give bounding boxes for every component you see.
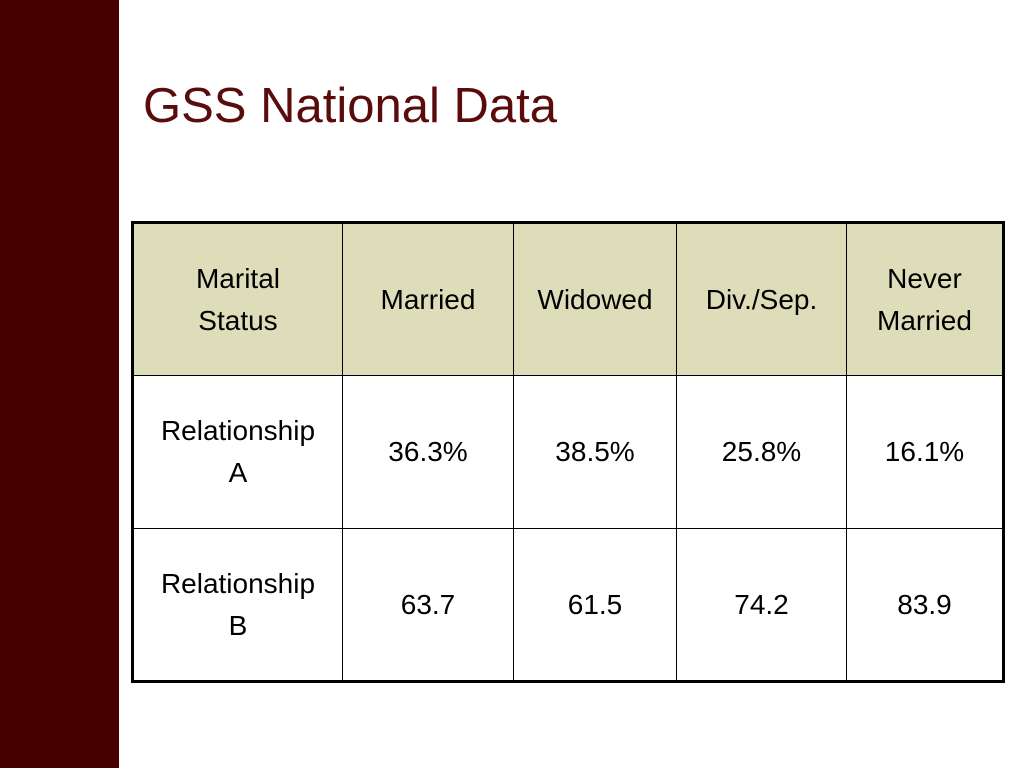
cell-text: 83.9	[897, 588, 952, 620]
header-cell: Widowed	[513, 222, 677, 376]
cell-text: 63.7	[400, 588, 456, 620]
header-cell: Married	[342, 222, 514, 376]
data-table: Marital Status Married Widowed Div./Sep. Nev…	[131, 221, 1005, 683]
data-cell: 36.3%	[342, 375, 514, 529]
cell-text: Div./Sep.	[705, 283, 818, 315]
table-body: Marital Status Married Widowed Div./Sep. Nev…	[132, 222, 1004, 682]
cell-text: Relationship B	[160, 567, 316, 641]
header-cell: Div./Sep.	[676, 222, 847, 376]
cell-text: 38.5%	[555, 436, 635, 467]
cell-text: 36.3%	[388, 436, 468, 467]
slide-title: GSS National Data	[143, 79, 557, 133]
cell-text: Marital Status	[195, 262, 280, 336]
header-cell: Never Married	[846, 222, 1004, 376]
data-cell: 83.9	[846, 528, 1004, 682]
data-cell: 38.5%	[513, 375, 677, 529]
data-row: Relationship B 63.7 61.5 74.2 83.9	[132, 528, 1004, 682]
cell-text: 74.2	[734, 588, 789, 620]
data-cell: 63.7	[342, 528, 514, 682]
cell-text: 25.8%	[721, 436, 802, 467]
data-row: Relationship A 36.3% 38.5% 25.8% 16.1%	[132, 375, 1004, 529]
cell-text: Married	[380, 283, 476, 315]
cell-text: Widowed	[537, 283, 653, 315]
cell-text: Relationship A	[160, 415, 316, 488]
header-cell: Marital Status	[132, 222, 343, 376]
cell-text: Never Married	[877, 262, 972, 336]
row-label: Relationship A	[132, 375, 343, 529]
header-row: Marital Status Married Widowed Div./Sep. Nev…	[132, 222, 1004, 376]
data-cell: 61.5	[513, 528, 677, 682]
side-bar	[0, 0, 119, 768]
row-label: Relationship B	[132, 528, 343, 682]
cell-text: 61.5	[567, 588, 623, 620]
cell-text: 16.1%	[884, 436, 965, 467]
data-cell: 74.2	[676, 528, 847, 682]
data-cell: 16.1%	[846, 375, 1004, 529]
data-cell: 25.8%	[676, 375, 847, 529]
